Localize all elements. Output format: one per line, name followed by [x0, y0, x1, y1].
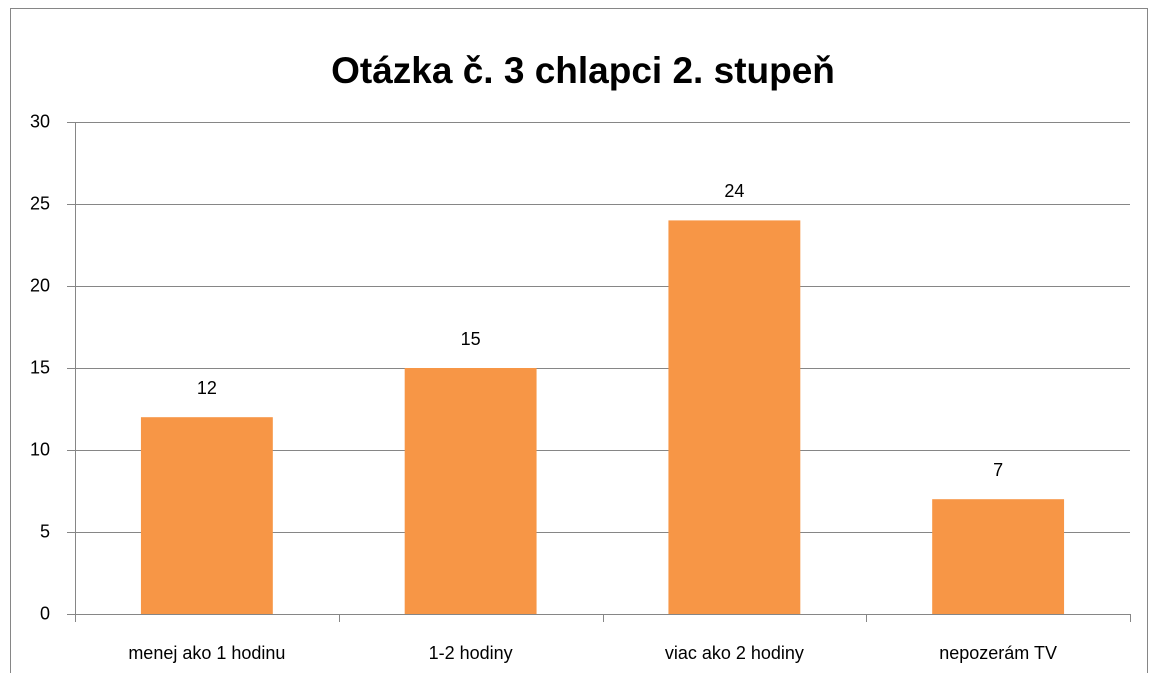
data-label: 15 [461, 329, 481, 349]
bar [668, 220, 801, 614]
y-tick-label: 15 [30, 357, 50, 377]
x-tick-label: menej ako 1 hodinu [128, 643, 285, 663]
x-tick-label: viac ako 2 hodiny [665, 643, 804, 663]
data-label: 12 [197, 378, 217, 398]
y-tick-label: 10 [30, 439, 50, 459]
y-tick-label: 0 [40, 603, 50, 623]
y-tick-label: 30 [30, 111, 50, 131]
y-tick-label: 5 [40, 521, 50, 541]
data-label: 7 [993, 460, 1003, 480]
y-tick-label: 25 [30, 193, 50, 213]
x-tick-label: nepozerám TV [939, 643, 1057, 663]
bar [140, 417, 273, 614]
chart-title: Otázka č. 3 chlapci 2. stupeň [331, 50, 835, 91]
bar [404, 368, 537, 614]
x-tick-label: 1-2 hodiny [429, 643, 513, 663]
y-tick-label: 20 [30, 275, 50, 295]
data-label: 24 [724, 181, 744, 201]
bar [932, 499, 1065, 614]
